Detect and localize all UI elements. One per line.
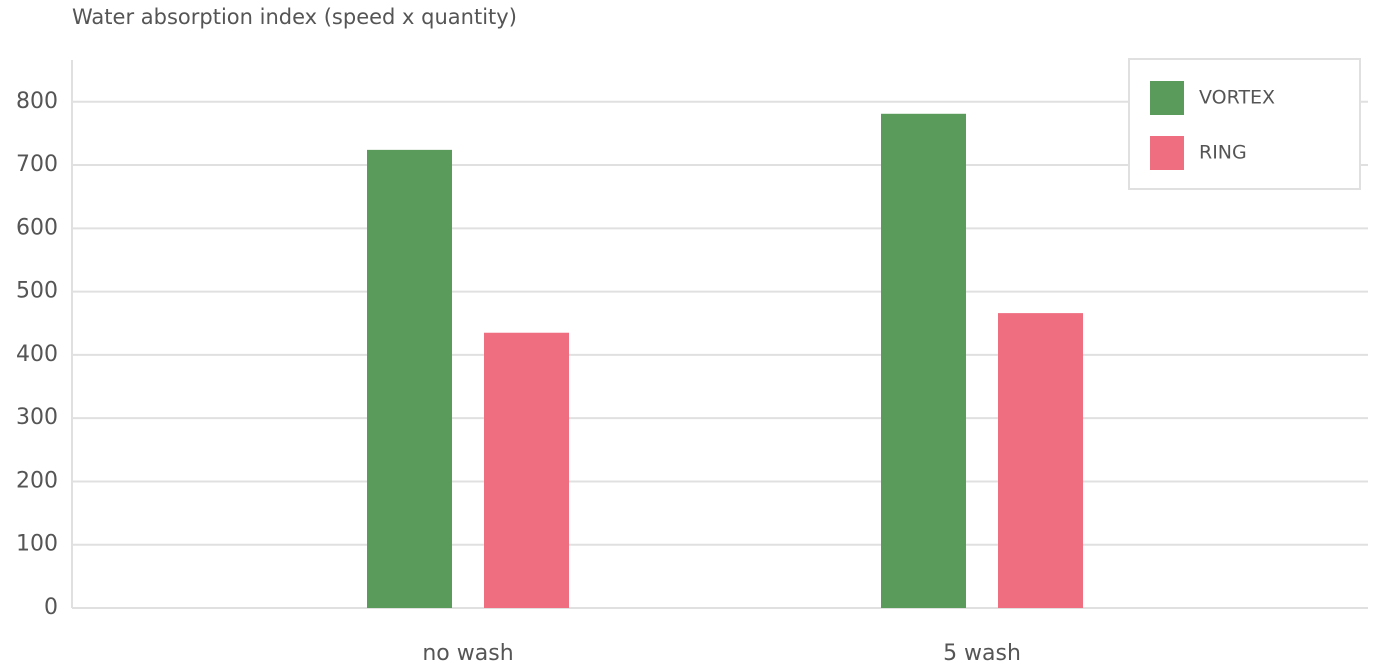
y-tick-label: 400 — [16, 342, 58, 367]
y-tick-label: 600 — [16, 215, 58, 240]
y-tick-label: 0 — [44, 595, 58, 620]
legend-swatch — [1150, 81, 1184, 115]
y-tick-label: 500 — [16, 279, 58, 304]
y-tick-label: 100 — [16, 532, 58, 557]
legend-swatch — [1150, 136, 1184, 170]
x-tick-label: 5 wash — [943, 641, 1021, 666]
y-tick-label: 800 — [16, 89, 58, 114]
y-tick-label: 700 — [16, 152, 58, 177]
legend-label: VORTEX — [1199, 87, 1275, 109]
bar — [367, 149, 452, 608]
x-tick-label: no wash — [422, 641, 513, 666]
legend-box — [1128, 58, 1361, 190]
legend-label: RING — [1199, 142, 1247, 164]
chart-title: Water absorption index (speed x quantity… — [72, 5, 517, 29]
y-tick-label: 300 — [16, 405, 58, 430]
bar — [998, 313, 1083, 608]
bar — [484, 332, 569, 608]
bar — [881, 113, 966, 608]
y-tick-label: 200 — [16, 468, 58, 493]
